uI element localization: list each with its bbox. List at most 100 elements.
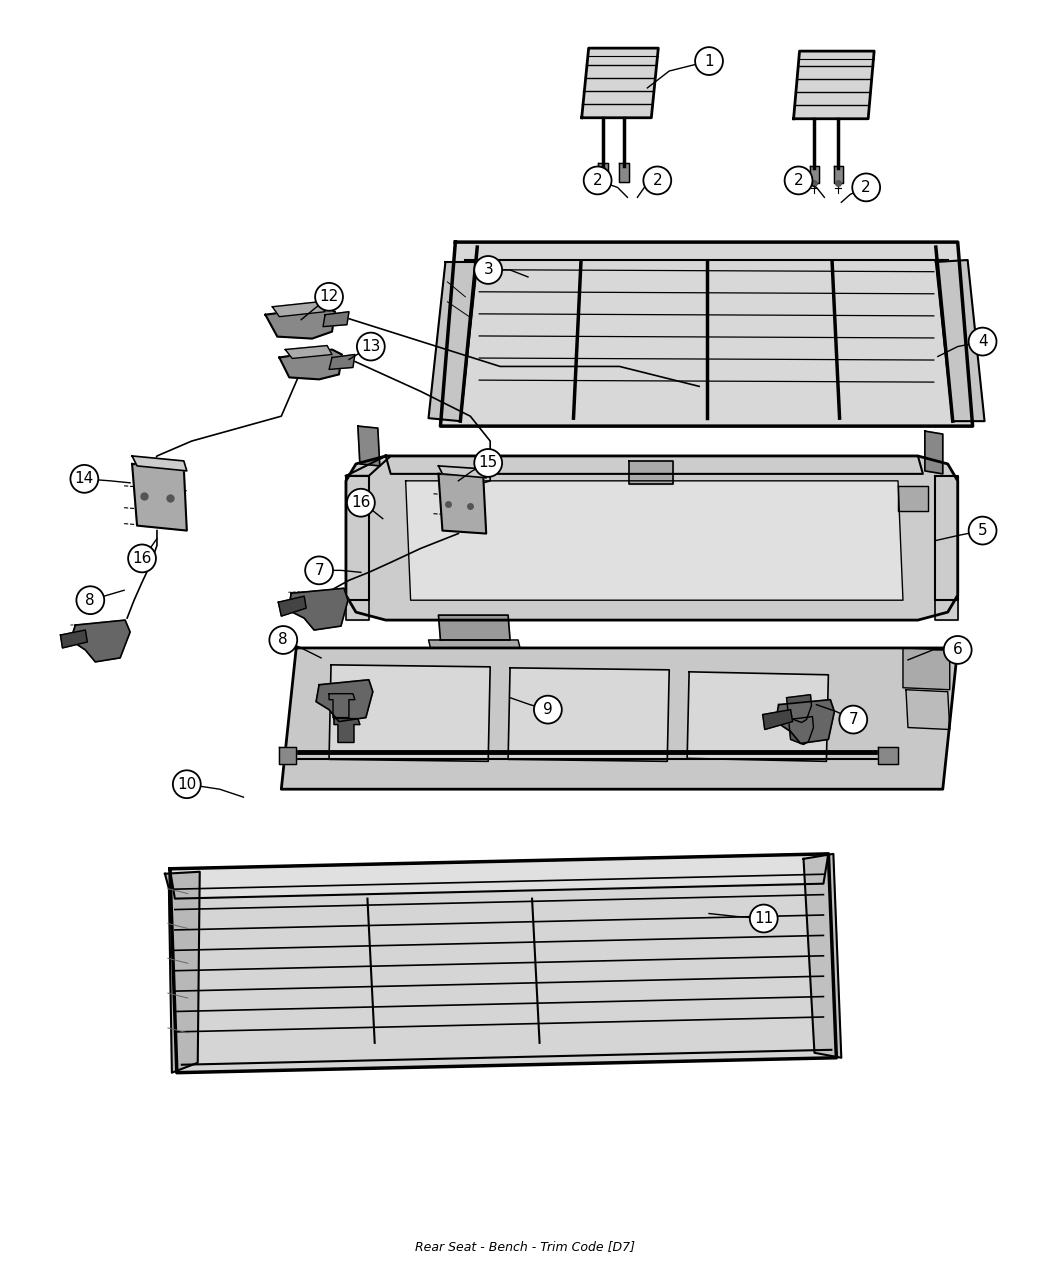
Circle shape bbox=[534, 696, 562, 723]
Circle shape bbox=[969, 516, 996, 544]
Polygon shape bbox=[266, 307, 335, 339]
Polygon shape bbox=[132, 464, 187, 530]
Polygon shape bbox=[345, 456, 391, 476]
Polygon shape bbox=[345, 601, 369, 620]
Polygon shape bbox=[272, 302, 326, 316]
Circle shape bbox=[644, 167, 671, 194]
Text: Rear Seat - Bench - Trim Code [D7]: Rear Seat - Bench - Trim Code [D7] bbox=[415, 1241, 635, 1253]
Circle shape bbox=[944, 636, 971, 664]
Polygon shape bbox=[170, 854, 837, 1072]
Polygon shape bbox=[925, 431, 943, 474]
Text: 2: 2 bbox=[794, 173, 803, 187]
Circle shape bbox=[315, 283, 343, 311]
Text: 8: 8 bbox=[278, 632, 288, 648]
Polygon shape bbox=[803, 854, 841, 1058]
Polygon shape bbox=[878, 747, 898, 764]
Polygon shape bbox=[334, 719, 360, 742]
Text: 3: 3 bbox=[483, 263, 493, 278]
Polygon shape bbox=[440, 242, 972, 426]
Text: 1: 1 bbox=[705, 54, 714, 69]
Text: 12: 12 bbox=[319, 289, 339, 305]
Polygon shape bbox=[279, 349, 342, 380]
Polygon shape bbox=[811, 166, 819, 184]
Text: 15: 15 bbox=[479, 455, 498, 470]
Circle shape bbox=[270, 626, 297, 654]
Polygon shape bbox=[345, 476, 369, 601]
Polygon shape bbox=[329, 664, 490, 761]
Polygon shape bbox=[385, 456, 923, 474]
Polygon shape bbox=[906, 690, 950, 729]
Polygon shape bbox=[170, 854, 828, 899]
Circle shape bbox=[750, 904, 778, 932]
Polygon shape bbox=[786, 695, 812, 723]
Polygon shape bbox=[934, 601, 958, 620]
Circle shape bbox=[584, 167, 611, 194]
Polygon shape bbox=[316, 680, 373, 722]
Circle shape bbox=[306, 556, 333, 584]
Circle shape bbox=[173, 770, 201, 798]
Polygon shape bbox=[323, 311, 349, 326]
Polygon shape bbox=[903, 648, 950, 690]
Polygon shape bbox=[936, 260, 985, 421]
Polygon shape bbox=[439, 615, 510, 640]
Polygon shape bbox=[405, 481, 903, 601]
Text: 8: 8 bbox=[85, 593, 96, 608]
Text: 4: 4 bbox=[978, 334, 987, 349]
Polygon shape bbox=[629, 462, 673, 483]
Polygon shape bbox=[835, 166, 843, 184]
Polygon shape bbox=[61, 630, 87, 648]
Text: 2: 2 bbox=[861, 180, 872, 195]
Polygon shape bbox=[620, 162, 629, 182]
Text: 9: 9 bbox=[543, 703, 552, 717]
Circle shape bbox=[839, 705, 867, 733]
Text: 6: 6 bbox=[952, 643, 963, 658]
Polygon shape bbox=[281, 648, 958, 789]
Circle shape bbox=[128, 544, 156, 572]
Circle shape bbox=[346, 488, 375, 516]
Text: 14: 14 bbox=[75, 472, 93, 486]
Polygon shape bbox=[70, 620, 130, 662]
Text: 16: 16 bbox=[132, 551, 151, 566]
Polygon shape bbox=[329, 354, 355, 370]
Polygon shape bbox=[508, 668, 669, 761]
Text: 7: 7 bbox=[314, 562, 323, 578]
Polygon shape bbox=[794, 51, 875, 119]
Polygon shape bbox=[762, 710, 793, 729]
Polygon shape bbox=[789, 717, 814, 745]
Circle shape bbox=[695, 47, 723, 75]
Circle shape bbox=[70, 465, 99, 492]
Polygon shape bbox=[358, 426, 380, 465]
Polygon shape bbox=[898, 486, 928, 511]
Text: 13: 13 bbox=[361, 339, 380, 354]
Polygon shape bbox=[597, 162, 608, 182]
Polygon shape bbox=[428, 640, 520, 648]
Circle shape bbox=[357, 333, 384, 361]
Polygon shape bbox=[279, 747, 296, 764]
Polygon shape bbox=[428, 261, 478, 421]
Polygon shape bbox=[345, 456, 958, 620]
Polygon shape bbox=[582, 48, 658, 117]
Circle shape bbox=[969, 328, 996, 356]
Polygon shape bbox=[687, 672, 828, 761]
Circle shape bbox=[853, 173, 880, 201]
Polygon shape bbox=[934, 476, 958, 601]
Polygon shape bbox=[289, 588, 348, 630]
Polygon shape bbox=[132, 456, 187, 470]
Polygon shape bbox=[776, 700, 835, 743]
Polygon shape bbox=[278, 597, 307, 616]
Polygon shape bbox=[286, 346, 332, 358]
Text: 2: 2 bbox=[652, 173, 663, 187]
Text: 10: 10 bbox=[177, 776, 196, 792]
Circle shape bbox=[475, 449, 502, 477]
Text: 16: 16 bbox=[351, 495, 371, 510]
Text: 5: 5 bbox=[978, 523, 987, 538]
Text: 11: 11 bbox=[754, 912, 774, 926]
Circle shape bbox=[77, 586, 104, 615]
Text: 7: 7 bbox=[848, 711, 858, 727]
Text: 2: 2 bbox=[593, 173, 603, 187]
Polygon shape bbox=[329, 694, 355, 718]
Circle shape bbox=[475, 256, 502, 284]
Polygon shape bbox=[165, 872, 200, 1072]
Polygon shape bbox=[439, 465, 486, 478]
Circle shape bbox=[784, 167, 813, 194]
